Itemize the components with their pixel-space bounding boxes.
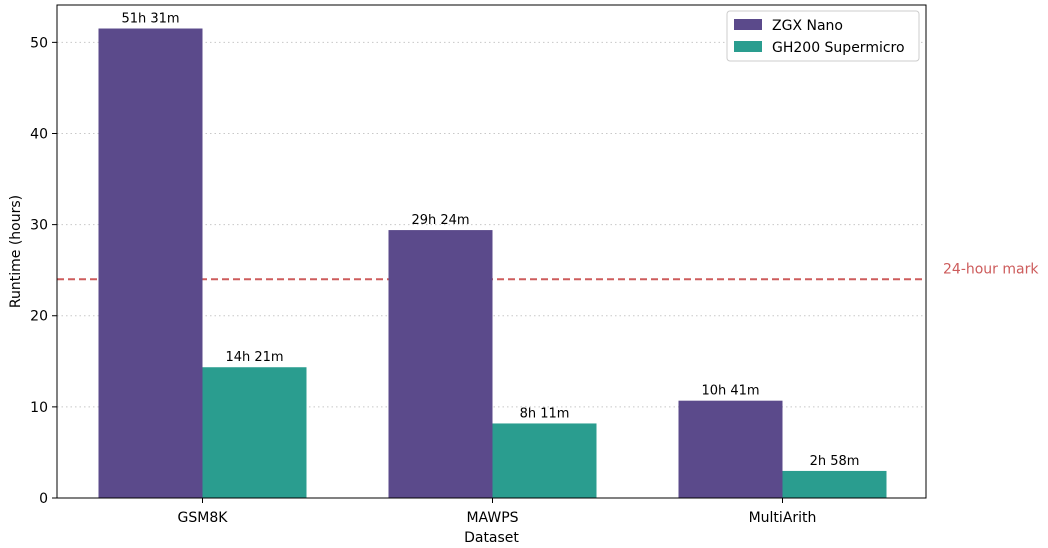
y-tick-label: 10 (30, 400, 48, 416)
bar (202, 367, 307, 498)
bar (388, 230, 493, 498)
bar-value-label: 14h 21m (225, 350, 283, 365)
bar-value-label: 10h 41m (701, 384, 759, 399)
y-tick-label: 0 (39, 491, 48, 507)
y-tick-label: 20 (30, 309, 48, 325)
bar-value-label: 29h 24m (411, 213, 469, 228)
y-tick-label: 40 (30, 126, 48, 142)
bar-value-label: 8h 11m (520, 406, 570, 421)
x-tick-label: GSM8K (178, 510, 229, 526)
legend-box (726, 10, 920, 62)
bar (782, 470, 887, 498)
plot-frame (56, 4, 927, 499)
y-tick-label: 50 (30, 35, 48, 51)
bar (98, 28, 203, 499)
legend-entry-label: GH200 Supermicro (772, 40, 905, 56)
reference-line-group: 24-hour mark (57, 261, 1039, 281)
x-axis-label: Dataset (464, 530, 519, 546)
y-tick-label: 30 (30, 218, 48, 234)
reference-line-label: 24-hour mark (943, 261, 1039, 277)
bars (98, 28, 887, 499)
bar (678, 400, 783, 498)
x-tick-label: MultiArith (749, 510, 817, 526)
y-axis-ticks: 0 10 20 30 40 50 (30, 35, 57, 507)
bar-value-label: 51h 31m (121, 12, 179, 27)
y-axis-label: Runtime (hours) (8, 195, 24, 308)
bar-value-label: 2h 58m (810, 454, 860, 469)
x-axis-ticks: GSM8K MAWPS MultiArith (178, 498, 817, 526)
bar-labels: 51h 31m 14h 21m 29h 24m 8h 11m 10h 41m 2h 58m (121, 12, 859, 469)
legend-swatch (734, 41, 762, 52)
legend: ZGX Nano GH200 Supermicro (726, 10, 920, 62)
legend-entry-label: ZGX Nano (772, 18, 843, 34)
x-tick-label: MAWPS (466, 510, 518, 526)
bar (492, 423, 597, 498)
legend-swatch (734, 19, 762, 30)
